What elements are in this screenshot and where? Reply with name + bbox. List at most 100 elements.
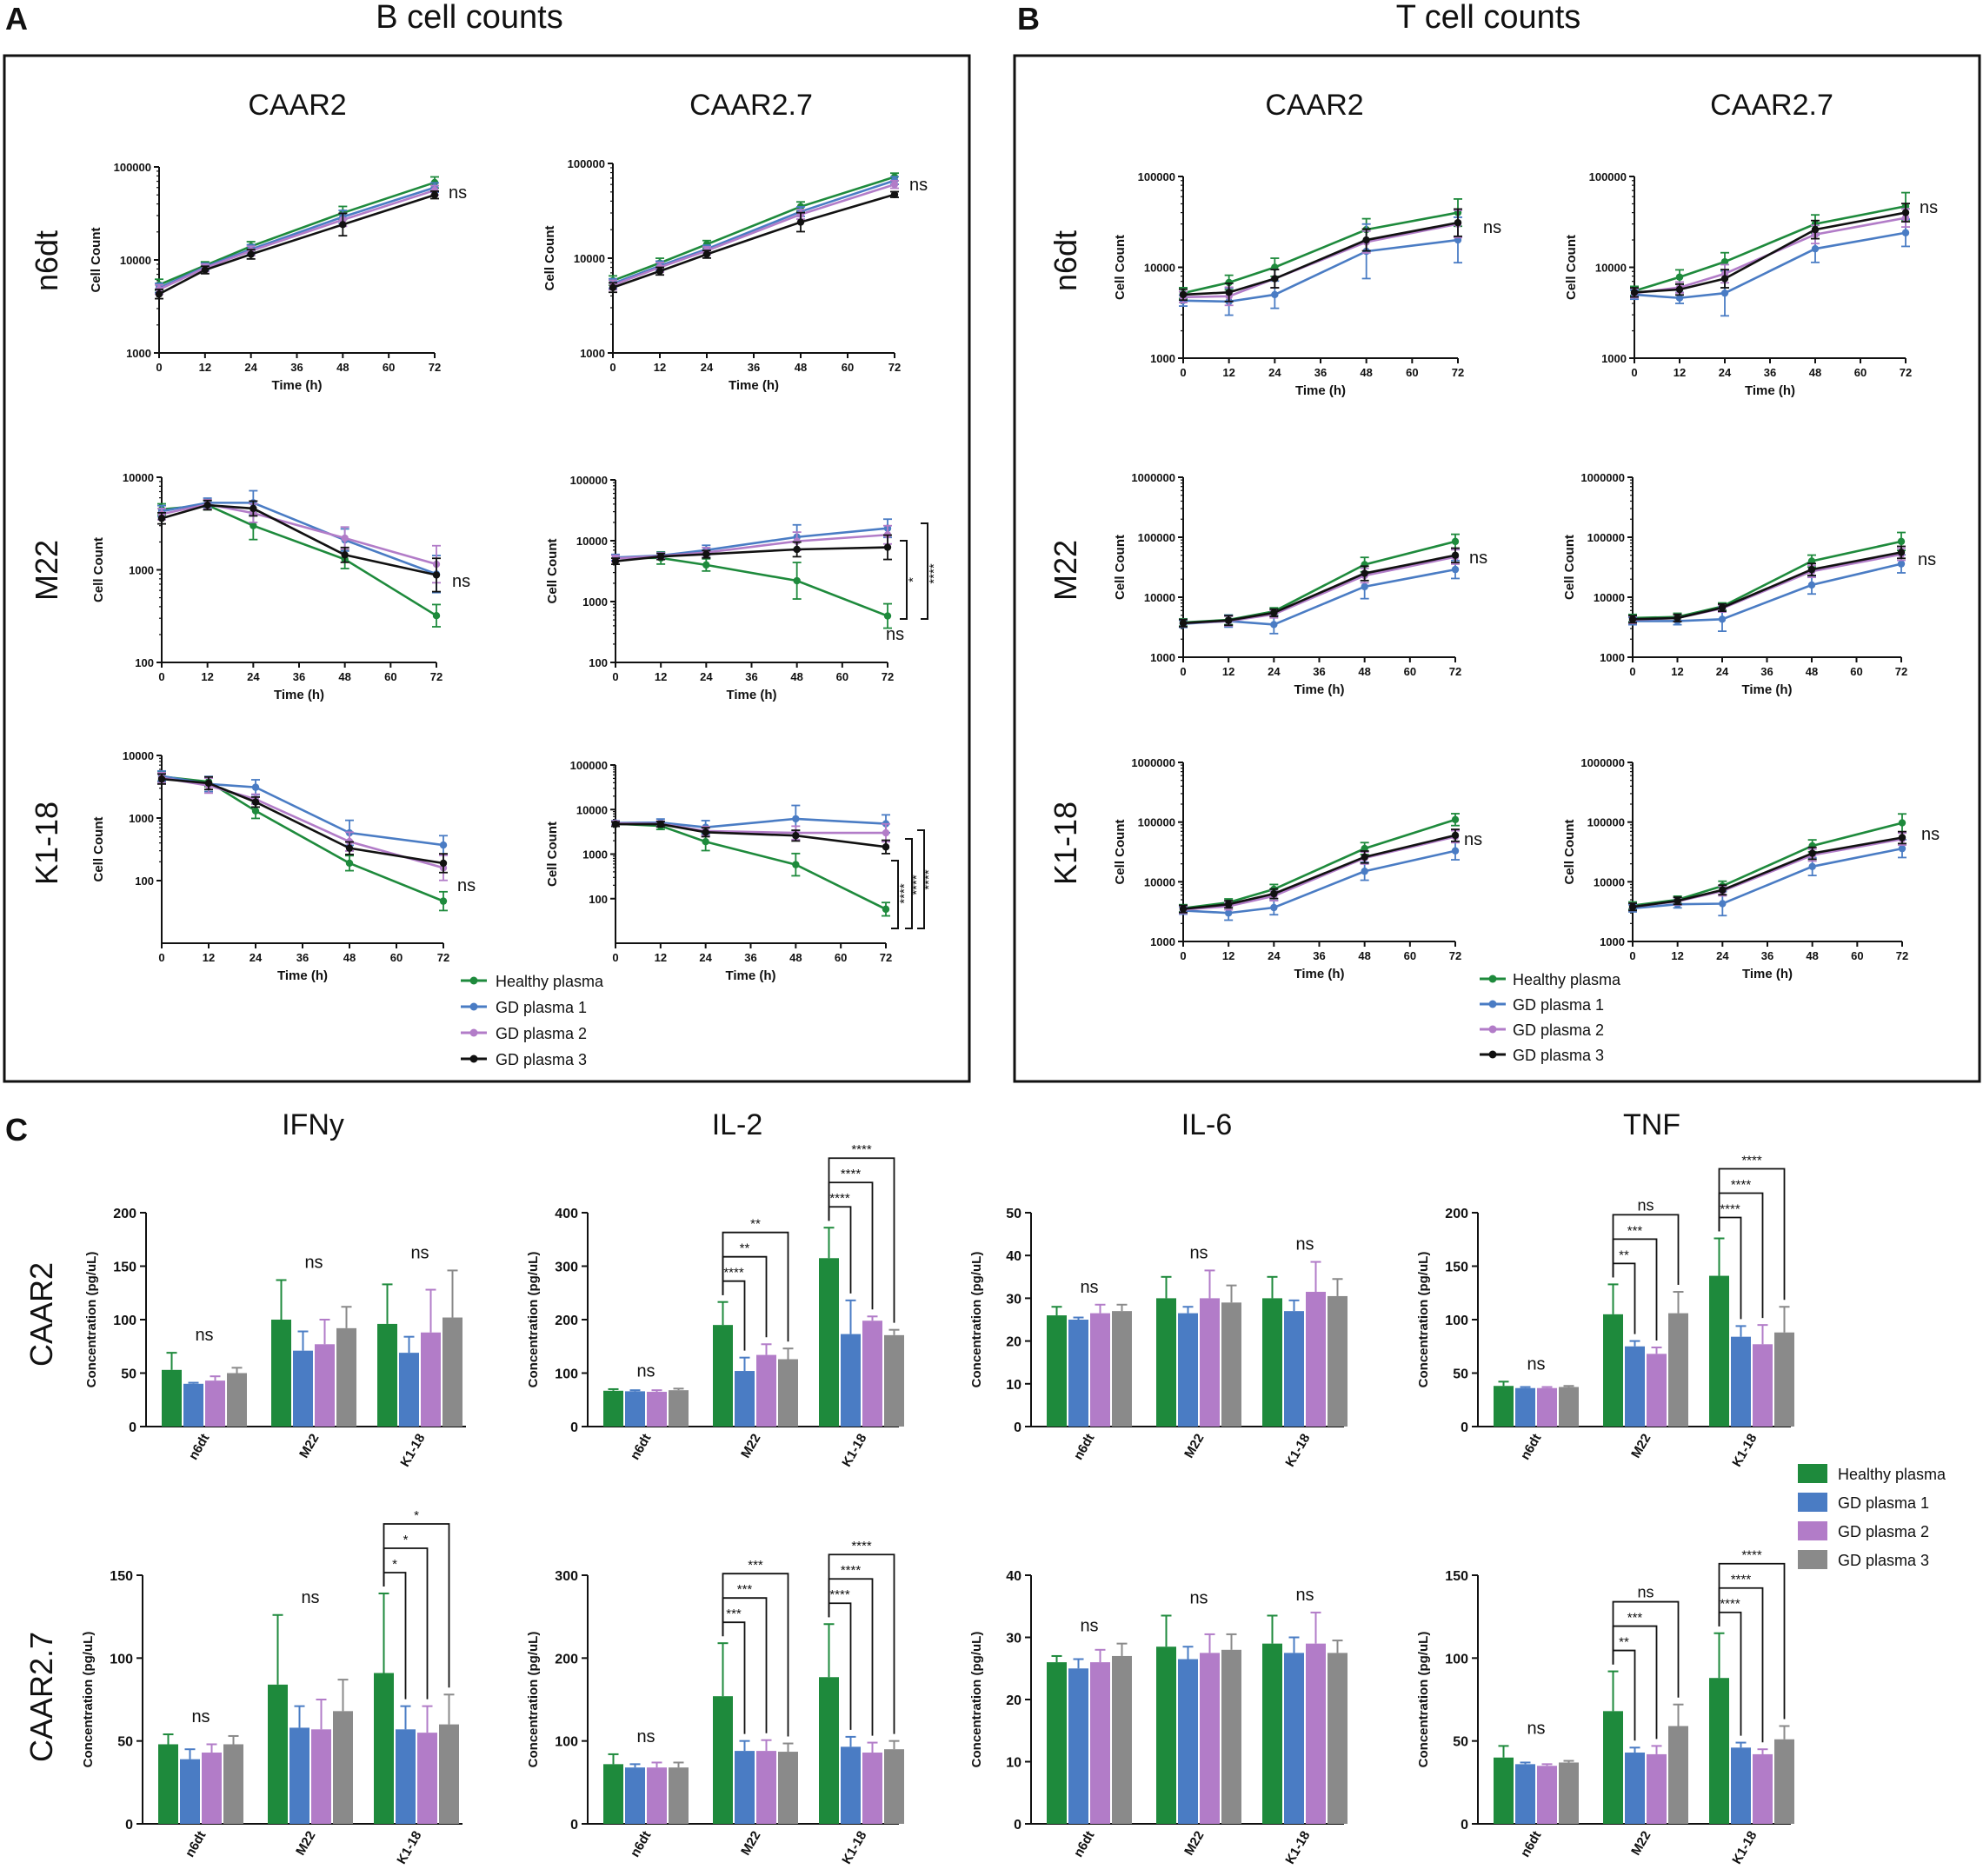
line-a-n6dt-caar2-ylabel: Cell Count (89, 228, 103, 293)
line-a-k118-caar27-annotation: **** (909, 875, 924, 895)
line-b-k118-caar27-series-gdplasma3-point (1898, 834, 1906, 842)
line-a-k118-caar2-annotation: ns (457, 876, 476, 895)
bar-caar2-il2-n6dt-gdplasma3-bar (669, 1390, 689, 1427)
line-a-k118-caar2-series-healthyplasma-point (251, 807, 260, 815)
bar-caar27-il2-ytick-label: 200 (555, 1652, 578, 1666)
bar-caar27-il6-ytick-label: 10 (1006, 1756, 1021, 1771)
bar-caar2-ifny-ytick-label: 0 (129, 1420, 136, 1435)
line-a-k118-caar27-ytick-label: 10000 (576, 803, 608, 816)
line-b-k118-caar27-ytick-label: 100000 (1587, 816, 1625, 829)
bar-caar27-il2-k118-gdplasma2-bar (862, 1753, 882, 1824)
bar-caar2-tnf-bracket-label: **** (1731, 1178, 1752, 1193)
line-b-k118-caar27-series-healthyplasma-line (1632, 822, 1903, 907)
line-a-k118-caar27-xtick-label: 48 (789, 951, 802, 964)
line-b-m22-caar2-ytick-label: 100000 (1138, 531, 1175, 544)
line-b-m22-caar27-xtick-label: 12 (1671, 665, 1683, 678)
legend-c-item-gd3: GD plasma 3 (1798, 1550, 1929, 1569)
bar-caar27-tnf-n6dt-gdplasma3-bar (1559, 1762, 1579, 1824)
bar-caar27-il2-ylabel: Concentration (pg/uL) (526, 1632, 541, 1768)
line-b-m22-caar27-series-gdplasma3-point (1807, 565, 1816, 574)
bar-caar2-tnf-category-label: n6dt (1518, 1432, 1545, 1463)
line-b-n6dt-caar27-xtick-label: 60 (1854, 366, 1867, 379)
bar-caar27-il2-m22-gdplasma3-bar (778, 1752, 798, 1824)
line-b-k118-caar2-ytick-label: 1000 (1150, 935, 1175, 948)
line-a-m22-caar27-ylabel: Cell Count (545, 539, 560, 604)
line-b-k118-caar2-ytick-label: 100000 (1138, 816, 1175, 829)
bar-caar27-ifny-ytick-label: 100 (110, 1652, 133, 1666)
bar-caar27-il2-ytick-label: 100 (555, 1735, 578, 1750)
line-b-m22-caar27-ylabel: Cell Count (1562, 535, 1577, 600)
legend-c-label-healthy: Healthy plasma (1838, 1466, 1946, 1483)
bar-caar2-il6-m22-gdplasma1-bar (1178, 1313, 1198, 1427)
line-a-m22-caar27-ytick-label: 10000 (576, 535, 608, 548)
line-b-n6dt-caar27-series-gdplasma1-point (1675, 294, 1684, 302)
bar-caar2-il2-ylabel: Concentration (pg/uL) (526, 1252, 541, 1388)
bar-caar27-tnf-bracket-label: **** (1720, 1597, 1740, 1612)
bar-caar27-il6-group-label: ns (1295, 1586, 1314, 1605)
line-a-k118-caar27-xtick-label: 24 (699, 951, 712, 964)
bar-caar2-tnf-m22-healthyplasma-bar (1603, 1314, 1623, 1427)
line-a-n6dt-caar27-series-healthyplasma-line (612, 176, 895, 283)
bar-caar2-tnf-bracket-label: ** (1619, 1247, 1629, 1262)
bar-caar27-il6-m22-gdplasma3-bar (1221, 1649, 1241, 1824)
line-a-n6dt-caar27-series-gdplasma3-point (796, 218, 805, 226)
line-a-m22-caar27-series-healthyplasma-point (793, 576, 801, 585)
bar-caar2-il6-k118-healthyplasma-bar (1262, 1298, 1282, 1427)
bar-caar2-il2-m22-healthyplasma-bar (713, 1325, 733, 1427)
legend-b-label-gd3: GD plasma 3 (1513, 1047, 1604, 1064)
bar-caar27-il6-ytick-label: 0 (1014, 1818, 1021, 1833)
legend-b-item-healthy: Healthy plasma (1480, 971, 1621, 988)
line-a-m22-caar2-series-gdplasma2-point (341, 534, 349, 542)
line-b-k118-caar27-series-gdplasma3-point (1808, 849, 1816, 857)
bar-caar2-ifny-m22-gdplasma2-bar (315, 1344, 335, 1427)
line-a-k118-caar27-series-gdplasma3-point (882, 843, 890, 851)
bar-caar2-il2-m22-gdplasma2-bar (756, 1354, 776, 1427)
line-b-k118-caar2-series-gdplasma2-line (1182, 835, 1456, 911)
bar-caar2-il6-plot: 0 10 20 30 40 50 Concentration (pg/uL) n6dt ns M2… (969, 1207, 1348, 1469)
line-a-m22-caar27-series-healthyplasma-line (616, 556, 888, 617)
line-b-m22-caar27-series-gdplasma3-point (1674, 614, 1681, 622)
line-b-k118-caar2-ytick-label: 1000000 (1131, 756, 1175, 769)
line-b-n6dt-caar27-xtick-label: 0 (1631, 366, 1637, 379)
bar-caar27-tnf-ytick-label: 50 (1453, 1735, 1468, 1750)
line-a-m22-caar27-series-gdplasma3-point (883, 543, 892, 551)
line-a-m22-caar2-series-healthyplasma-point (432, 612, 441, 620)
line-a-m22-caar2-ytick-label: 10000 (123, 471, 154, 484)
line-b-k118-caar2-plot: 1000 10000 100000 1000000 0 12 24 36 48 60 72 Time … (1113, 756, 1482, 981)
bar-caar2-ifny-group-label: ns (304, 1253, 323, 1272)
bar-caar2-ifny-ytick-label: 50 (121, 1367, 136, 1382)
bar-caar2-il6-ytick-label: 0 (1014, 1420, 1021, 1435)
line-a-k118-caar2-series-gdplasma3-point (439, 859, 448, 868)
line-b-n6dt-caar2-series-healthyplasma-line (1182, 211, 1459, 295)
line-a-m22-caar2-series-gdplasma2-line (161, 502, 437, 566)
bar-caar27-ifny-bracket-label: * (392, 1557, 397, 1572)
bar-caar2-il6-n6dt-gdplasma2-bar (1090, 1313, 1110, 1427)
bar-caar2-il6-n6dt-gdplasma3-bar (1112, 1311, 1132, 1427)
legend-c-item-healthy: Healthy plasma (1798, 1464, 1946, 1483)
legend-bars: Healthy plasma GD plasma 1 GD plasma 2 G… (1798, 1464, 1946, 1569)
bar-caar27-ifny-k118-gdplasma2-bar (417, 1733, 437, 1824)
bar-caar27-ifny-plot: 0 50 100 150 Concentration (pg/uL) n6dt ns M22 n… (81, 1508, 462, 1866)
line-a-k118-caar27-ytick-label: 1000 (582, 848, 608, 861)
line-a-n6dt-caar2-ytick-label: 10000 (120, 254, 151, 267)
bar-caar27-il2-bracket-label: *** (726, 1607, 742, 1621)
panel-c-row-label-caar2: CAAR2 (23, 1262, 59, 1367)
bar-caar2-ifny-ytick-label: 150 (113, 1261, 136, 1275)
line-b-m22-caar2-series-gdplasma1-point (1451, 565, 1460, 574)
line-b-m22-caar27-ytick-label: 1000000 (1580, 471, 1625, 484)
bar-caar27-ifny-bracket-label: * (414, 1508, 419, 1523)
bar-caar2-tnf-k118-healthyplasma-bar (1709, 1275, 1729, 1427)
bar-caar2-il2-m22-gdplasma3-bar (778, 1359, 798, 1427)
line-a-m22-caar27-xtick-label: 0 (612, 670, 618, 683)
cytokine-title-il6: IL-6 (1181, 1108, 1233, 1141)
bar-caar27-tnf-n6dt-gdplasma1-bar (1515, 1764, 1535, 1824)
legend-lines-b: Healthy plasma GD plasma 1 GD plasma 2 G… (1480, 971, 1621, 1064)
line-b-m22-caar27-xtick-label: 72 (1895, 665, 1907, 678)
line-a-n6dt-caar27-series-gdplasma2-line (612, 183, 895, 287)
line-a-k118-caar2-xtick-label: 36 (296, 951, 309, 964)
line-b-m22-caar2-series-gdplasma1-point (1270, 621, 1278, 629)
bar-caar27-il6-k118-healthyplasma-bar (1262, 1643, 1282, 1824)
line-a-k118-caar27-xlabel: Time (h) (725, 968, 775, 983)
line-b-m22-caar2-series-gdplasma3-point (1270, 609, 1278, 617)
